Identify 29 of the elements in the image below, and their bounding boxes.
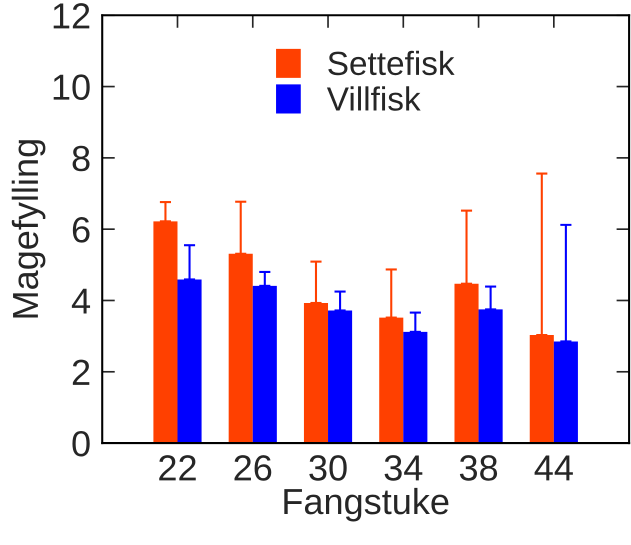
y-tick-label: 10 xyxy=(54,74,90,100)
bar xyxy=(228,254,253,444)
bar xyxy=(153,221,178,444)
y-tick-label: 6 xyxy=(72,217,90,243)
x-tick-label: 44 xyxy=(534,456,573,480)
x-tick-label: 26 xyxy=(234,455,272,481)
bar xyxy=(554,341,578,444)
x-axis-title: Fangstuke xyxy=(284,488,448,522)
bar xyxy=(328,310,352,444)
legend-label: Villfisk xyxy=(326,86,421,111)
bar xyxy=(478,309,503,444)
x-tick-label: 30 xyxy=(309,455,347,481)
y-tick-label: 8 xyxy=(72,146,90,172)
y-tick-label: 4 xyxy=(72,288,90,314)
bar xyxy=(177,279,202,444)
legend-label: Settefisk xyxy=(328,50,455,76)
bar xyxy=(304,302,328,444)
bar xyxy=(403,332,428,444)
bar xyxy=(252,286,277,444)
bar xyxy=(379,318,404,444)
x-tick-label: 22 xyxy=(159,455,196,480)
bar xyxy=(530,335,554,444)
bar xyxy=(454,284,479,444)
x-tick-label: 34 xyxy=(384,455,422,481)
y-tick-label: 2 xyxy=(72,360,90,385)
y-tick-label: 0 xyxy=(72,430,90,457)
x-tick-label: 38 xyxy=(460,455,498,481)
y-tick-label: 12 xyxy=(54,3,90,28)
y-axis-title: Magefylling xyxy=(12,140,46,318)
